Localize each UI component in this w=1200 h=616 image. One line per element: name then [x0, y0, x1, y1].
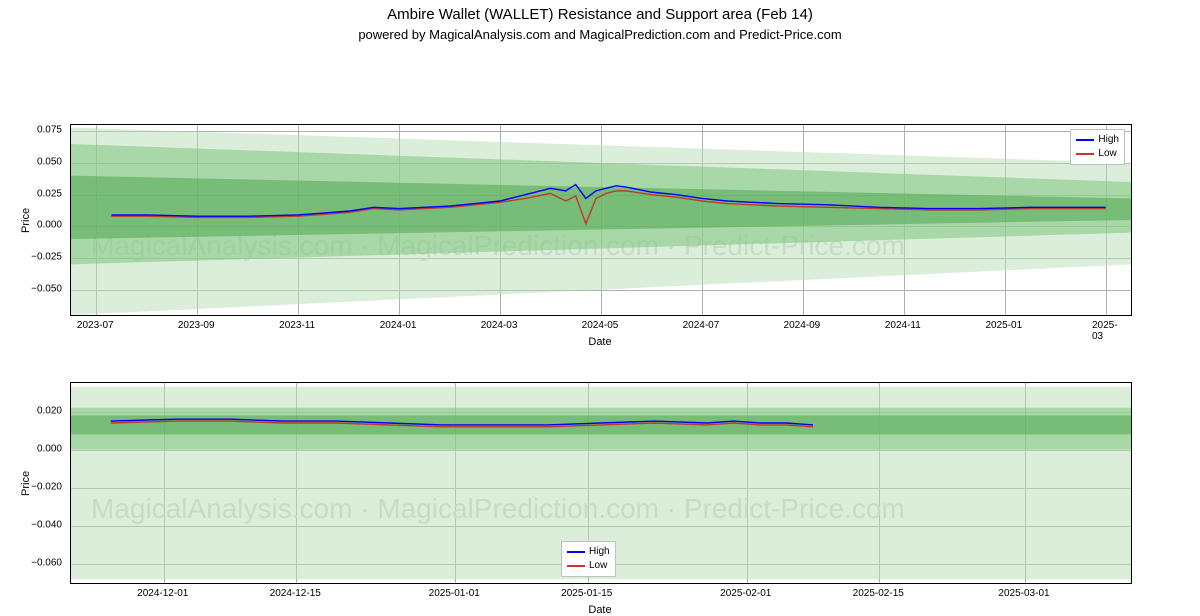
x-axis-labels-top: 2023-072023-092023-112024-012024-032024-…: [70, 320, 1130, 334]
legend-top: HighLow: [1070, 129, 1125, 165]
x-axis-title-top: Date: [588, 336, 611, 348]
x-axis-title-bottom: Date: [588, 604, 611, 616]
plot-area-bottom: MagicalAnalysis.com · MagicalPrediction.…: [70, 382, 1132, 584]
legend-bottom: HighLow: [561, 541, 616, 577]
chart-title: Ambire Wallet (WALLET) Resistance and Su…: [0, 6, 1200, 23]
chart-subtitle: powered by MagicalAnalysis.com and Magic…: [0, 27, 1200, 42]
plot-area-top: MagicalAnalysis.com · MagicalPrediction.…: [70, 124, 1132, 316]
y-axis-title-top: Price: [20, 208, 32, 233]
y-axis-title-bottom: Price: [20, 471, 32, 496]
price-lines-top: [71, 125, 1131, 315]
